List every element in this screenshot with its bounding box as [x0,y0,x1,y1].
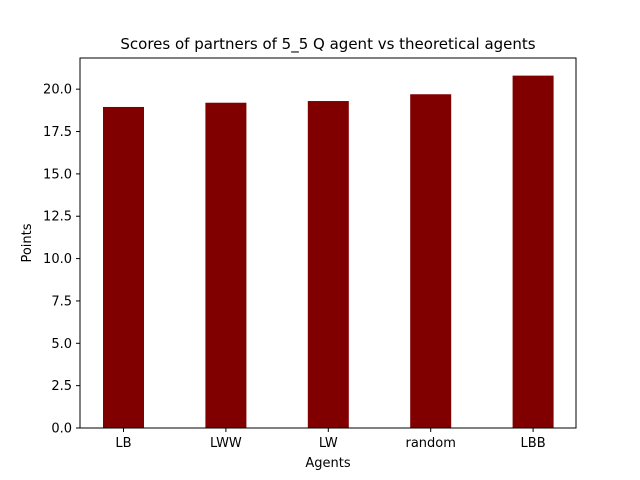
bar-lww [205,102,247,428]
x-tick-label: LWW [210,436,242,451]
bars-group [103,75,554,429]
chart-title: Scores of partners of 5_5 Q agent vs the… [120,35,535,54]
y-tick-label: 12.5 [43,210,72,225]
y-tick-label: 17.5 [43,125,72,140]
x-tick-label: LW [319,436,338,451]
y-tick-label: 5.0 [51,337,72,352]
bar-lw [307,101,349,429]
y-tick-label: 10.0 [43,252,72,267]
y-axis-ticks: 0.0 2.5 5.0 7.5 10.0 12.5 15.0 17.5 20.0 [43,83,80,437]
y-tick-label: 0.0 [51,422,72,437]
x-tick-label: LB [115,436,131,451]
x-axis-ticks: LB LWW LW random LBB [115,428,546,451]
x-tick-label: random [405,436,455,451]
bar-random [410,94,452,428]
y-tick-label: 7.5 [51,294,72,309]
plot-frame [79,57,577,429]
y-axis-label: Points [20,223,35,262]
x-axis-label: Agents [305,456,350,471]
y-tick-label: 20.0 [43,83,72,98]
bar-lb [103,106,144,428]
y-tick-label: 2.5 [51,379,72,394]
y-tick-label: 15.0 [43,167,72,182]
x-tick-label: LBB [521,436,546,451]
bar-lbb [512,75,554,428]
